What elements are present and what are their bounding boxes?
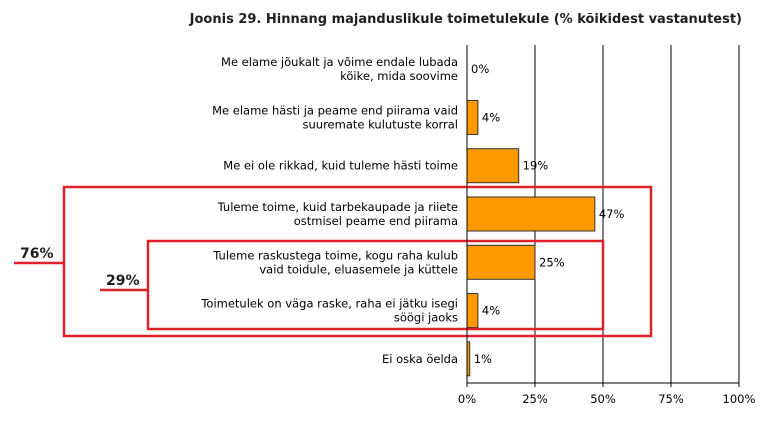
bar <box>466 244 536 280</box>
category-label: Toimetulek on väga raske, raha ei jätku … <box>200 297 458 325</box>
bar <box>466 293 479 329</box>
data-label: 0% <box>471 62 489 76</box>
category-label: Ei oska öelda <box>382 352 458 366</box>
data-label: 4% <box>482 110 500 124</box>
data-label: 47% <box>599 207 625 221</box>
data-label: 19% <box>523 159 549 173</box>
x-tick-label: 50% <box>590 392 616 406</box>
bar <box>466 196 596 232</box>
annotation-76-box <box>62 185 653 338</box>
bar <box>466 148 520 184</box>
category-label: Tuleme toime, kuid tarbekaupade ja riiet… <box>217 200 458 228</box>
x-axis-ticks: 0% 25% 50% 75% 100% <box>458 383 756 406</box>
bars <box>466 99 596 377</box>
data-label: 4% <box>482 304 500 318</box>
x-tick-label: 100% <box>723 392 756 406</box>
annotation-29-box <box>146 239 605 331</box>
category-label: Tuleme raskustega toime, kogu raha kulub… <box>212 248 458 276</box>
annotation-29: 29% <box>100 239 605 331</box>
chart-title: Joonis 29. Hinnang majanduslikule toimet… <box>189 12 742 27</box>
annotation-76-label: 76% <box>20 246 54 262</box>
annotation-76: 76% <box>14 185 653 338</box>
data-label: 1% <box>474 352 492 366</box>
category-label: Me ei ole rikkad, kuid tuleme hästi toim… <box>223 159 458 173</box>
category-labels: Me elame jõukalt ja võime endale lubada k… <box>200 55 458 366</box>
x-tick-label: 75% <box>658 392 684 406</box>
value-labels: 0% 4% 19% 47% 25% 4% 1% <box>471 62 624 366</box>
data-label: 25% <box>539 255 565 269</box>
category-label: Me elame hästi ja peame end piirama vaid… <box>212 103 458 131</box>
bar <box>466 99 479 135</box>
category-label: Me elame jõukalt ja võime endale lubada k… <box>221 55 458 83</box>
annotation-29-label: 29% <box>106 273 140 289</box>
x-tick-label: 25% <box>522 392 548 406</box>
x-tick-label: 0% <box>458 392 476 406</box>
